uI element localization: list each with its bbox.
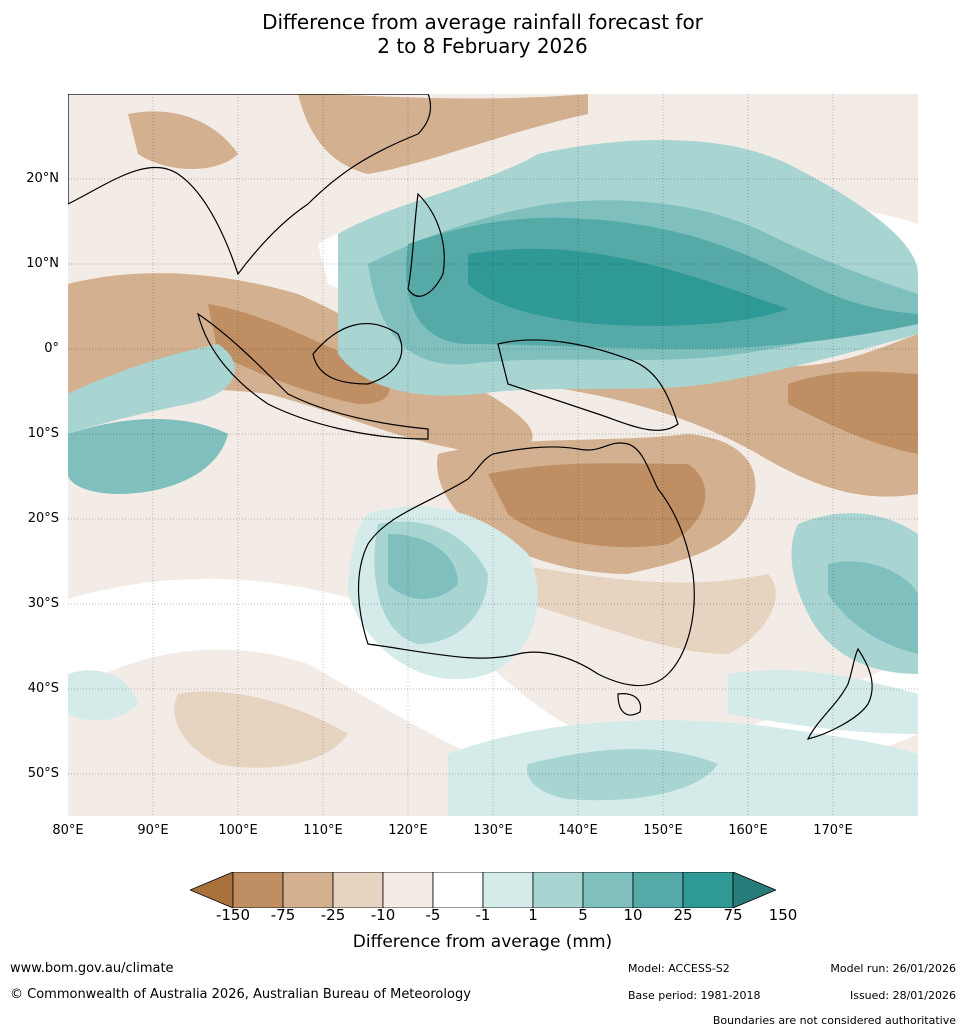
footer-model-run: Model run: 26/01/2026 bbox=[830, 962, 956, 975]
lon-label-160e: 160°E bbox=[728, 823, 768, 838]
title-line-1: Difference from average rainfall forecas… bbox=[262, 10, 703, 34]
legend-swatch-above-max bbox=[732, 872, 776, 908]
legend-swatch bbox=[632, 872, 684, 908]
tasmania-coast bbox=[617, 693, 642, 716]
borneo-coast bbox=[312, 323, 403, 385]
legend-tick-label: -5 bbox=[425, 906, 441, 924]
legend-tick-label: 5 bbox=[578, 906, 588, 924]
legend-swatch bbox=[482, 872, 534, 908]
philippines-coast bbox=[407, 192, 445, 297]
legend-swatch bbox=[532, 872, 584, 908]
footer-website: www.bom.gov.au/climate bbox=[10, 961, 174, 976]
sumatra-java-coast bbox=[197, 312, 429, 440]
legend-tick-label: 25 bbox=[673, 906, 693, 924]
lat-label-20s: 20°S bbox=[27, 511, 59, 526]
legend-swatch bbox=[682, 872, 734, 908]
lat-label-50s: 50°S bbox=[27, 766, 59, 781]
new-zealand-coast bbox=[806, 647, 873, 740]
legend-swatch bbox=[282, 872, 334, 908]
legend-tick-label: -150 bbox=[215, 906, 251, 924]
footer-disclaimer: Boundaries are not considered authoritat… bbox=[712, 1014, 956, 1027]
legend-tick-label: 75 bbox=[723, 906, 743, 924]
new-guinea-coast bbox=[497, 339, 679, 431]
rainfall-anomaly-map bbox=[68, 94, 918, 816]
footer-base-period: Base period: 1981-2018 bbox=[628, 989, 761, 1002]
lon-label-110e: 110°E bbox=[303, 823, 343, 838]
legend-tick-label: 150 bbox=[768, 906, 798, 924]
wetter-than-average-areas bbox=[68, 140, 918, 816]
legend-swatch bbox=[232, 872, 284, 908]
lon-label-130e: 130°E bbox=[473, 823, 513, 838]
legend-tick-label: 10 bbox=[623, 906, 643, 924]
legend-tick-label: -10 bbox=[370, 906, 396, 924]
legend-swatch bbox=[582, 872, 634, 908]
footer-model: Model: ACCESS-S2 bbox=[628, 962, 730, 975]
legend-swatch bbox=[432, 872, 484, 908]
legend-tick-label: -1 bbox=[475, 906, 491, 924]
lat-label-20n: 20°N bbox=[26, 171, 59, 186]
australia-coast bbox=[357, 442, 695, 687]
lat-label-10n: 10°N bbox=[26, 256, 59, 271]
footer-issued: Issued: 28/01/2026 bbox=[849, 989, 956, 1002]
graticule bbox=[68, 94, 918, 816]
legend-colorbar bbox=[190, 872, 776, 908]
legend-swatch-below-min bbox=[190, 872, 234, 908]
lat-label-30s: 30°S bbox=[27, 596, 59, 611]
lat-label-0: 0° bbox=[44, 341, 59, 356]
map-title: Difference from average rainfall forecas… bbox=[0, 10, 965, 58]
legend-swatch bbox=[382, 872, 434, 908]
legend-title: Difference from average (mm) bbox=[352, 932, 613, 952]
lat-label-40s: 40°S bbox=[27, 681, 59, 696]
legend-tick-label: -75 bbox=[270, 906, 296, 924]
lon-label-100e: 100°E bbox=[218, 823, 258, 838]
lon-label-150e: 150°E bbox=[643, 823, 683, 838]
asia-mainland-coast bbox=[68, 94, 432, 276]
lon-label-120e: 120°E bbox=[388, 823, 428, 838]
legend-tick-label: 1 bbox=[528, 906, 538, 924]
coastlines bbox=[68, 94, 873, 740]
legend-swatch bbox=[332, 872, 384, 908]
lat-label-10s: 10°S bbox=[27, 426, 59, 441]
title-line-2: 2 to 8 February 2026 bbox=[377, 34, 588, 58]
footer-copyright: © Commonwealth of Australia 2026, Austra… bbox=[10, 987, 471, 1002]
lon-label-80e: 80°E bbox=[52, 823, 84, 838]
lon-label-170e: 170°E bbox=[813, 823, 853, 838]
lon-label-90e: 90°E bbox=[137, 823, 169, 838]
lon-label-140e: 140°E bbox=[558, 823, 598, 838]
legend-tick-label: -25 bbox=[320, 906, 346, 924]
